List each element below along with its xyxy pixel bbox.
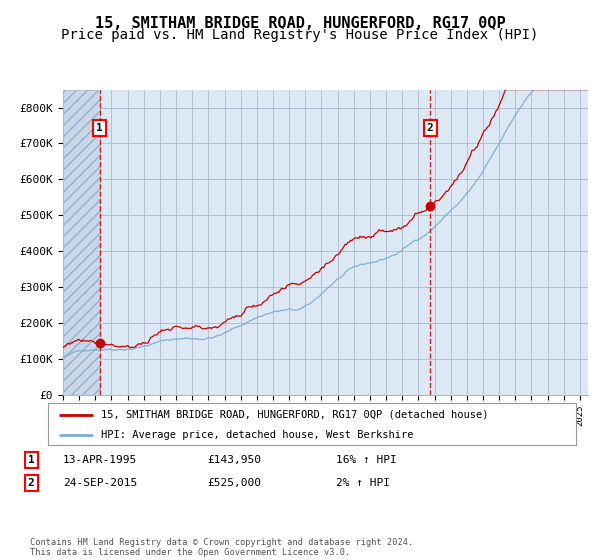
Bar (63, 90, 100, 395)
Text: 15, SMITHAM BRIDGE ROAD, HUNGERFORD, RG17 0QP: 15, SMITHAM BRIDGE ROAD, HUNGERFORD, RG1… (95, 16, 505, 31)
Text: 2: 2 (28, 478, 35, 488)
Text: 1: 1 (97, 123, 103, 133)
Text: Price paid vs. HM Land Registry's House Price Index (HPI): Price paid vs. HM Land Registry's House … (61, 28, 539, 42)
Text: 2: 2 (427, 123, 434, 133)
Text: 15, SMITHAM BRIDGE ROAD, HUNGERFORD, RG17 0QP (detached house): 15, SMITHAM BRIDGE ROAD, HUNGERFORD, RG1… (101, 410, 488, 420)
Text: £143,950: £143,950 (207, 455, 261, 465)
Text: HPI: Average price, detached house, West Berkshire: HPI: Average price, detached house, West… (101, 430, 413, 440)
Text: 2% ↑ HPI: 2% ↑ HPI (336, 478, 390, 488)
Text: 24-SEP-2015: 24-SEP-2015 (63, 478, 137, 488)
Text: 1: 1 (28, 455, 35, 465)
Text: Contains HM Land Registry data © Crown copyright and database right 2024.
This d: Contains HM Land Registry data © Crown c… (30, 538, 413, 557)
Text: 13-APR-1995: 13-APR-1995 (63, 455, 137, 465)
Text: £525,000: £525,000 (207, 478, 261, 488)
Text: 16% ↑ HPI: 16% ↑ HPI (336, 455, 397, 465)
